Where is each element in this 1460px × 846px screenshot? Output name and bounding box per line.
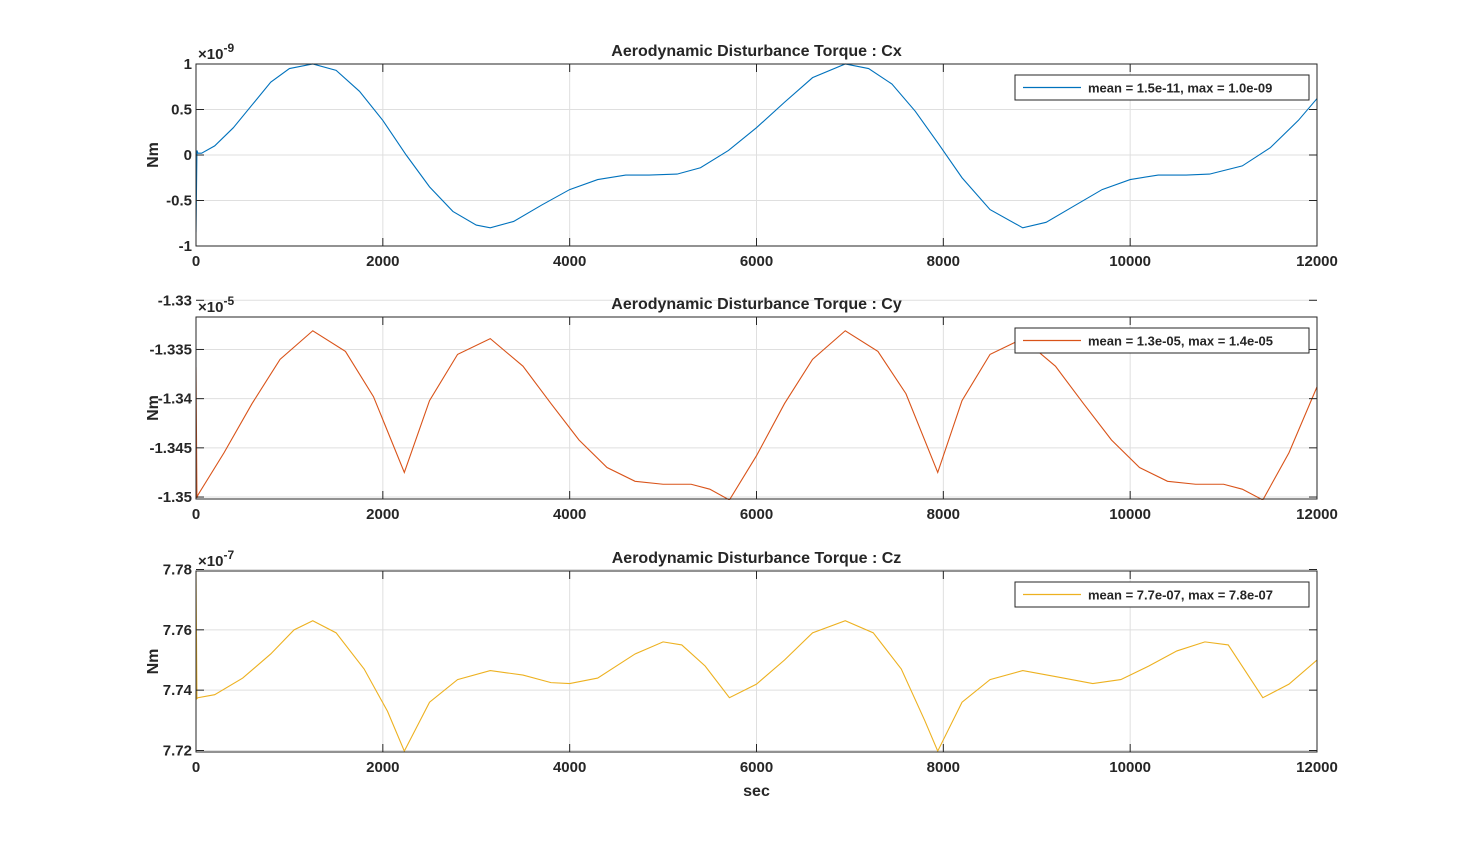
legend[interactable]: mean = 1.3e-05, max = 1.4e-05 xyxy=(1014,327,1310,354)
y-tick-label: 0 xyxy=(184,147,192,164)
x-tick-label: 2000 xyxy=(366,253,399,270)
x-axis-label: sec xyxy=(743,783,770,800)
y-tick-label: 7.74 xyxy=(163,682,193,699)
x-tick-label: 6000 xyxy=(740,253,773,270)
y-exponent-label: ×10-5 xyxy=(198,294,234,316)
y-tick-label: -0.5 xyxy=(166,193,192,210)
y-axis-label: Nm xyxy=(145,142,162,168)
y-tick-label: -1.33 xyxy=(158,292,192,309)
y-tick-label: 7.72 xyxy=(163,742,192,759)
legend[interactable]: mean = 7.7e-07, max = 7.8e-07 xyxy=(1014,581,1310,608)
x-tick-label: 6000 xyxy=(740,506,773,523)
y-exponent-label: ×10-9 xyxy=(198,41,234,63)
y-exponent-label: ×10-7 xyxy=(198,548,234,570)
y-axis-label: Nm xyxy=(145,649,162,675)
x-tick-label: 0 xyxy=(192,506,200,523)
x-tick-label: 10000 xyxy=(1109,506,1151,523)
y-tick-label: -1.34 xyxy=(158,391,193,408)
x-tick-label: 4000 xyxy=(553,506,586,523)
x-tick-label: 4000 xyxy=(553,253,586,270)
y-exponent-base: ×10 xyxy=(198,299,223,316)
y-tick-label: 0.5 xyxy=(171,102,192,119)
y-axis-label: Nm xyxy=(145,395,162,421)
chart-title: Aerodynamic Disturbance Torque : Cy xyxy=(611,296,902,313)
series-line-1 xyxy=(196,570,1317,753)
x-tick-label: 12000 xyxy=(1296,253,1338,270)
legend-entry-label: mean = 1.5e-11, max = 1.0e-09 xyxy=(1088,81,1272,96)
x-tick-label: 8000 xyxy=(927,253,960,270)
y-exponent-base: ×10 xyxy=(198,46,223,63)
y-tick-label: -1.345 xyxy=(149,440,192,457)
x-tick-label: 8000 xyxy=(927,759,960,776)
y-exponent-power: -7 xyxy=(223,548,234,562)
x-tick-label: 10000 xyxy=(1109,759,1151,776)
y-tick-label: -1.35 xyxy=(158,489,192,506)
legend[interactable]: mean = 1.5e-11, max = 1.0e-09 xyxy=(1014,74,1310,101)
y-tick-label: 7.76 xyxy=(163,622,192,639)
x-tick-label: 0 xyxy=(192,759,200,776)
x-tick-label: 6000 xyxy=(740,759,773,776)
series-line-1 xyxy=(196,330,1317,500)
subplot-1: 0 2000 4000 6000 8000 10000 12000 -1 -0.5 0 0.5 1 ×1… xyxy=(145,41,1338,270)
series-line-1 xyxy=(196,63,1317,233)
x-tick-label: 10000 xyxy=(1109,253,1151,270)
x-tick-label: 12000 xyxy=(1296,759,1338,776)
x-tick-label: 8000 xyxy=(927,506,960,523)
x-tick-label: 12000 xyxy=(1296,506,1338,523)
y-tick-label: -1 xyxy=(179,238,192,255)
legend-entry-label: mean = 1.3e-05, max = 1.4e-05 xyxy=(1088,334,1273,349)
subplot-2: 0 2000 4000 6000 8000 10000 12000 -1.35 -1.345 -1… xyxy=(145,292,1338,523)
subplot-3: 0 2000 4000 6000 8000 10000 12000 7.72 7.74 7.76 7… xyxy=(145,548,1338,800)
y-exponent-power: -9 xyxy=(223,41,234,55)
chart-title: Aerodynamic Disturbance Torque : Cx xyxy=(611,43,902,60)
x-tick-label: 4000 xyxy=(553,759,586,776)
legend-entry-label: mean = 7.7e-07, max = 7.8e-07 xyxy=(1088,588,1273,603)
y-tick-label: -1.335 xyxy=(149,341,192,358)
x-tick-label: 2000 xyxy=(366,759,399,776)
y-exponent-power: -5 xyxy=(223,294,234,308)
y-tick-label: 7.78 xyxy=(163,561,192,578)
y-exponent-base: ×10 xyxy=(198,553,223,570)
y-tick-label: 1 xyxy=(184,56,192,73)
chart-title: Aerodynamic Disturbance Torque : Cz xyxy=(612,550,902,567)
x-tick-label: 2000 xyxy=(366,506,399,523)
x-tick-label: 0 xyxy=(192,253,200,270)
